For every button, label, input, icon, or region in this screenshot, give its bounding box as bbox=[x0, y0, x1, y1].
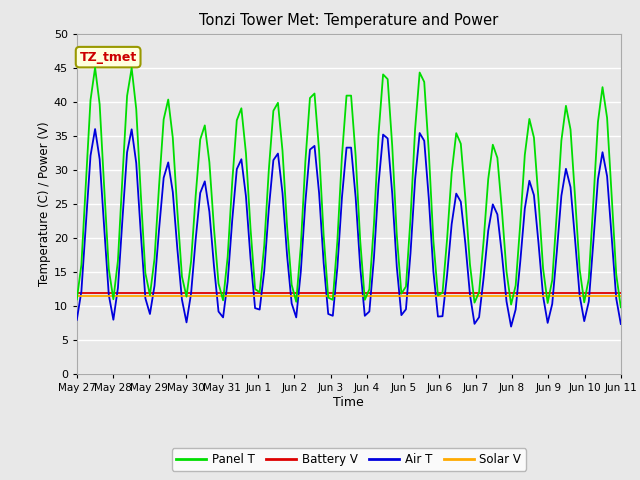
Title: Tonzi Tower Met: Temperature and Power: Tonzi Tower Met: Temperature and Power bbox=[199, 13, 499, 28]
Text: TZ_tmet: TZ_tmet bbox=[79, 51, 137, 64]
X-axis label: Time: Time bbox=[333, 396, 364, 409]
Y-axis label: Temperature (C) / Power (V): Temperature (C) / Power (V) bbox=[38, 122, 51, 286]
Legend: Panel T, Battery V, Air T, Solar V: Panel T, Battery V, Air T, Solar V bbox=[172, 448, 526, 471]
